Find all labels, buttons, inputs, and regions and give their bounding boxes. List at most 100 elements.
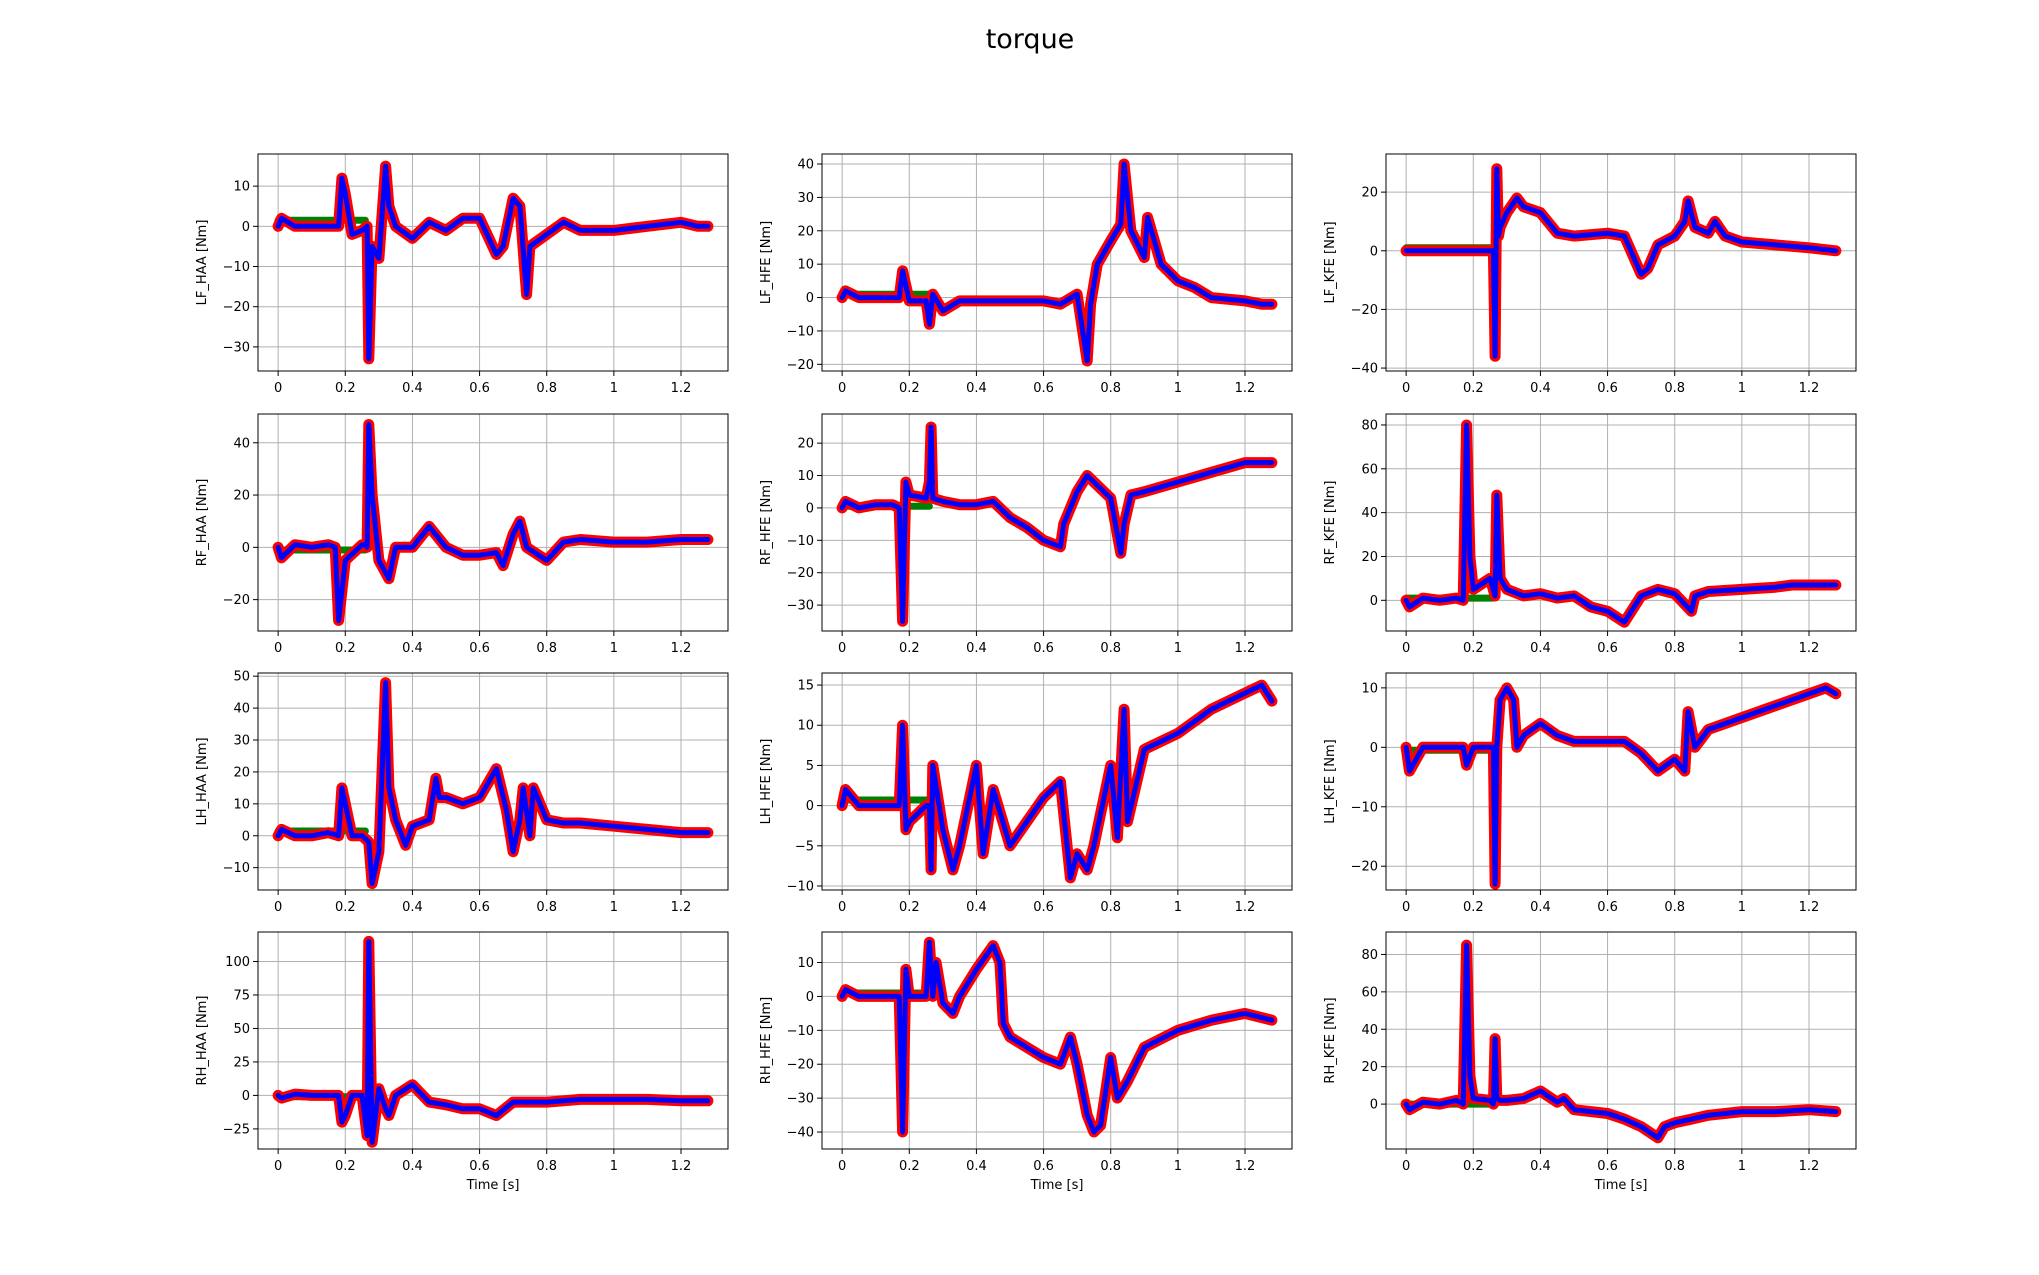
series-red-line <box>272 677 714 890</box>
series-group <box>272 677 714 890</box>
y-tick-label: −30 <box>223 340 250 355</box>
axes-frame <box>257 672 729 891</box>
x-tick-label: 0.4 <box>1530 381 1551 396</box>
subplot-5: 0 0.2 0.4 0.6 0.8 1 1.2 0 20 40 60 80 RF_KFE [Nm] <box>1323 413 1857 656</box>
x-tick-label: 1 <box>610 1159 618 1174</box>
x-tick-label: 1.2 <box>1235 641 1256 656</box>
series-blue-line <box>275 680 711 887</box>
y-tick-label: −30 <box>787 599 814 614</box>
y-tick-label: 40 <box>797 158 814 173</box>
y-axis-label: LH_HAA [Nm] <box>195 737 210 825</box>
x-tick-label: 0.4 <box>1530 641 1551 656</box>
subplot-4: 0 0.2 0.4 0.6 0.8 1 1.2 −30 −20 −10 0 10 20 RF_HFE [N… <box>759 413 1293 656</box>
x-tick-label: 0.2 <box>335 641 356 656</box>
x-tick-label: 0.6 <box>1033 641 1054 656</box>
y-tick-label: 25 <box>233 1055 250 1070</box>
y-tick-label: 0 <box>1370 594 1378 609</box>
x-tick-label: 0.8 <box>536 1159 557 1174</box>
y-tick-label: 80 <box>1361 418 1378 433</box>
series-blue-line <box>275 422 711 623</box>
y-tick-label: −10 <box>787 1024 814 1039</box>
y-axis-label: LH_HFE [Nm] <box>759 739 774 825</box>
y-tick-label: −20 <box>223 593 250 608</box>
x-tick-label: 0.4 <box>402 641 423 656</box>
axes-frame <box>257 931 729 1150</box>
x-tick-label: 0 <box>274 381 282 396</box>
x-tick-label: 1.2 <box>1799 900 1820 915</box>
y-axis-label: LH_KFE [Nm] <box>1323 739 1338 823</box>
series-blue-line <box>1403 166 1839 359</box>
y-tick-label: 10 <box>233 797 250 812</box>
series-blue-line <box>839 682 1275 881</box>
y-tick-label: 60 <box>1361 462 1378 477</box>
x-axis-label: Time [s] <box>1594 1178 1648 1193</box>
y-tick-label: 40 <box>233 702 250 717</box>
series-blue-line <box>1403 422 1839 625</box>
y-tick-label: −10 <box>223 260 250 275</box>
y-tick-label: 0 <box>806 990 814 1005</box>
x-tick-label: 1 <box>1738 900 1746 915</box>
x-tick-label: 0.4 <box>966 381 987 396</box>
y-tick-label: −10 <box>1351 800 1378 815</box>
y-axis-label: RH_KFE [Nm] <box>1323 997 1338 1083</box>
x-tick-label: 0.4 <box>402 900 423 915</box>
x-tick-label: 0.2 <box>335 1159 356 1174</box>
subplot-9: 0 0.2 0.4 0.6 0.8 1 1.2 −25 0 25 50 75 100 RH_HAA [Nm… <box>195 931 729 1193</box>
series-group <box>272 419 714 626</box>
y-tick-label: 40 <box>233 436 250 451</box>
x-tick-label: 0 <box>274 1159 282 1174</box>
x-tick-label: 1 <box>610 900 618 915</box>
y-tick-label: 30 <box>797 191 814 206</box>
y-tick-label: 15 <box>797 679 814 694</box>
y-tick-label: 20 <box>233 765 250 780</box>
x-tick-label: 1 <box>1174 381 1182 396</box>
x-tick-label: 0.6 <box>469 1159 490 1174</box>
series-group <box>1400 939 1842 1144</box>
series-blue-line <box>839 939 1275 1135</box>
y-tick-label: 0 <box>1370 244 1378 259</box>
x-tick-label: 0.2 <box>1463 900 1484 915</box>
x-tick-label: 0.8 <box>536 900 557 915</box>
y-tick-label: 100 <box>225 955 250 970</box>
y-tick-label: 50 <box>233 1022 250 1037</box>
y-tick-label: −20 <box>1351 303 1378 318</box>
y-tick-label: 10 <box>797 956 814 971</box>
x-tick-label: 0.6 <box>1033 1159 1054 1174</box>
subplot-3: 0 0.2 0.4 0.6 0.8 1 1.2 −20 0 20 40 RF_HAA [Nm] <box>195 413 729 656</box>
y-tick-label: −20 <box>787 358 814 373</box>
y-tick-label: 5 <box>806 759 814 774</box>
axes-frame <box>1385 413 1857 632</box>
figure-title: torque <box>986 24 1075 55</box>
x-tick-label: 1 <box>1174 1159 1182 1174</box>
y-axis-label: LF_HAA [Nm] <box>195 220 210 306</box>
x-tick-label: 1.2 <box>671 1159 692 1174</box>
x-tick-label: 0.4 <box>402 381 423 396</box>
series-blue-line <box>839 161 1275 364</box>
x-tick-label: 0.8 <box>1100 1159 1121 1174</box>
series-blue-line <box>839 424 1275 624</box>
x-tick-label: 0.2 <box>899 641 920 656</box>
series-blue-line <box>275 163 711 362</box>
y-tick-label: −10 <box>787 534 814 549</box>
subplot-8: 0 0.2 0.4 0.6 0.8 1 1.2 −20 −10 0 10 LH_KFE [Nm] <box>1323 672 1857 915</box>
y-axis-label: RH_HFE [Nm] <box>759 997 774 1084</box>
x-tick-label: 1.2 <box>1235 1159 1256 1174</box>
y-tick-label: 20 <box>797 224 814 239</box>
x-tick-label: 0 <box>1402 641 1410 656</box>
x-tick-label: 0 <box>274 641 282 656</box>
y-tick-label: 60 <box>1361 985 1378 1000</box>
x-tick-label: 1.2 <box>671 900 692 915</box>
y-tick-label: 20 <box>1361 550 1378 565</box>
x-tick-label: 0.2 <box>899 381 920 396</box>
y-tick-label: 40 <box>1361 506 1378 521</box>
y-tick-label: 75 <box>233 988 250 1003</box>
y-tick-label: −10 <box>223 861 250 876</box>
x-tick-label: 0.8 <box>1100 900 1121 915</box>
y-tick-label: 0 <box>806 501 814 516</box>
series-blue-line <box>1403 942 1839 1141</box>
x-tick-label: 0.2 <box>335 900 356 915</box>
x-tick-label: 0.4 <box>1530 1159 1551 1174</box>
x-tick-label: 0.2 <box>1463 641 1484 656</box>
x-tick-label: 0.6 <box>1033 381 1054 396</box>
